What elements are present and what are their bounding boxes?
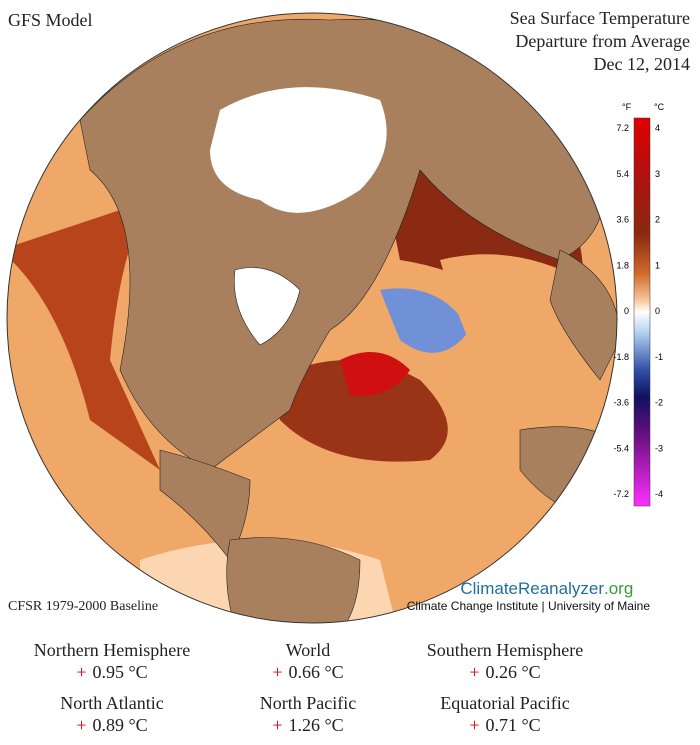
- stat-sign: +: [272, 662, 282, 682]
- stat-sign: +: [76, 662, 86, 682]
- warm-anomaly: [270, 360, 448, 462]
- brand-name: ClimateReanalyzer: [460, 579, 604, 598]
- tick-f: 3.6: [616, 215, 629, 225]
- map: [7, 13, 617, 623]
- stat-number: 0.66 °C: [288, 662, 343, 682]
- globe-outline: [6, 12, 618, 624]
- stat-value: +1.26 °C: [272, 715, 343, 735]
- stat-value: +0.26 °C: [469, 662, 540, 682]
- stat-sign: +: [272, 715, 282, 735]
- tick-f: -3.6: [613, 398, 629, 408]
- tick-f: 5.4: [616, 169, 629, 179]
- warm-anomaly: [340, 352, 410, 396]
- stat-label: Southern Hemisphere: [427, 640, 583, 660]
- tick-c: 3: [655, 169, 660, 179]
- stat-value: +0.66 °C: [272, 662, 343, 682]
- tick-c: 2: [655, 215, 660, 225]
- cool-anomaly: [380, 288, 470, 353]
- land: [226, 537, 361, 623]
- title-line: Dec 12, 2014: [594, 54, 690, 74]
- tick-c: -1: [655, 352, 663, 362]
- tick-f: 1.8: [616, 260, 629, 270]
- tick-c: -4: [655, 489, 663, 499]
- stat-value: +0.71 °C: [469, 715, 540, 735]
- stat-label: North Atlantic: [60, 693, 163, 713]
- land: [549, 249, 617, 381]
- stat-label: World: [286, 640, 331, 660]
- stat-sign: +: [469, 715, 479, 735]
- tick-f: -1.8: [613, 352, 629, 362]
- baseline-label: CFSR 1979-2000 Baseline: [8, 599, 158, 614]
- tick-c: -3: [655, 443, 663, 453]
- stat-label: Northern Hemisphere: [34, 640, 190, 660]
- title-line: Sea Surface Temperature: [510, 8, 690, 28]
- land: [159, 449, 251, 561]
- stat-number: 0.26 °C: [485, 662, 540, 682]
- warm-anomaly: [7, 200, 160, 470]
- stat-label: North Pacific: [260, 693, 356, 713]
- unit-c: °C: [654, 102, 665, 112]
- stat-value: +0.89 °C: [76, 715, 147, 735]
- tick-f: -7.2: [613, 489, 629, 499]
- tick-c: 4: [655, 123, 660, 133]
- stat-value: +0.95 °C: [76, 662, 147, 682]
- sea-ice: [234, 267, 301, 346]
- unit-f: °F: [622, 102, 632, 112]
- colorbar: [633, 117, 651, 507]
- brand-tld: .org: [604, 579, 633, 598]
- tick-c: -2: [655, 398, 663, 408]
- stat-sign: +: [469, 662, 479, 682]
- stat-number: 0.95 °C: [92, 662, 147, 682]
- stat-label: Equatorial Pacific: [440, 693, 569, 713]
- sea-ice: [210, 87, 387, 213]
- tick-c: 1: [655, 260, 660, 270]
- stat-number: 0.89 °C: [92, 715, 147, 735]
- tick-f: 0: [624, 306, 629, 316]
- title-line: Departure from Average: [515, 31, 690, 51]
- tick-c: 0: [655, 306, 660, 316]
- tick-f: 7.2: [616, 123, 629, 133]
- stat-number: 1.26 °C: [288, 715, 343, 735]
- model-label: GFS Model: [8, 10, 93, 30]
- tick-f: -5.4: [613, 443, 629, 453]
- brand-sub: Climate Change Institute | University of…: [407, 599, 651, 613]
- stat-number: 0.71 °C: [485, 715, 540, 735]
- stat-sign: +: [76, 715, 86, 735]
